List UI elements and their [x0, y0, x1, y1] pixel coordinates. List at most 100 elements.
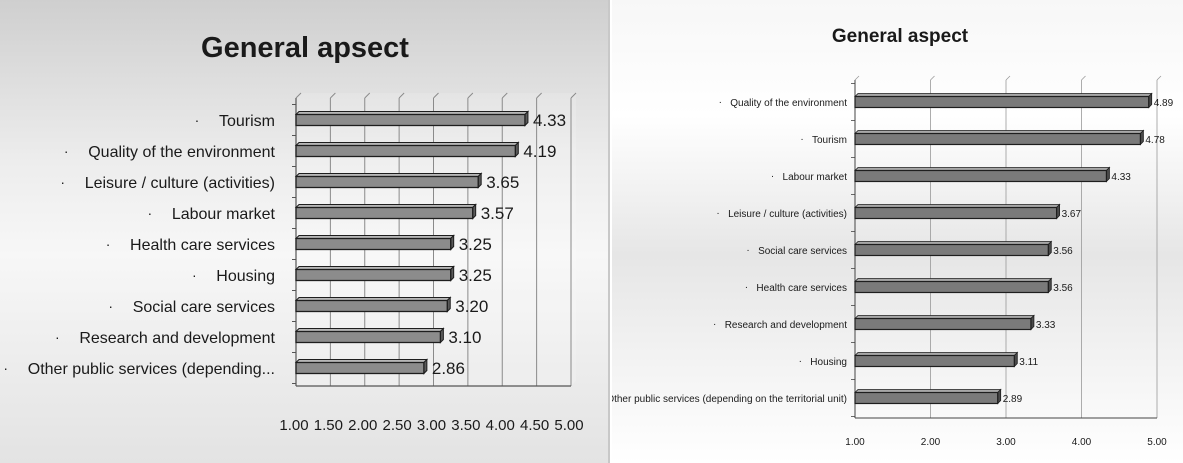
category-label: Leisure / culture (activities) [728, 209, 847, 220]
right-chart-panel: General aspect 1.00 2.00 3.00 4.00 5.00 4.89 Qu… [612, 0, 1183, 463]
x-tick-label: 5.00 [1147, 437, 1167, 448]
left-chart-panel: General apsect 1.00 1.50 2.00 2.50 3.00 3.50 4.… [0, 0, 610, 463]
bar [295, 299, 448, 313]
category-label: Social care services [758, 246, 847, 257]
value-label: 3.57 [481, 204, 514, 223]
x-tick-label: 3.00 [417, 417, 446, 434]
x-tick-label: 1.00 [845, 437, 865, 448]
gridline [433, 92, 439, 99]
bar [854, 391, 999, 405]
value-label: 4.78 [1145, 135, 1165, 146]
value-label: 3.33 [1036, 320, 1056, 331]
gridline [1081, 75, 1086, 81]
category-label: Social care services [133, 299, 275, 316]
x-tick-label: 4.00 [486, 417, 515, 434]
chart-title: General apsect [201, 32, 409, 64]
bullet-dot: · [716, 208, 719, 219]
bar [854, 317, 1032, 331]
value-label: 3.65 [486, 173, 519, 192]
x-tick-label: 4.00 [1072, 437, 1092, 448]
bar [295, 206, 474, 220]
value-label: 3.20 [455, 297, 488, 316]
category-label: Housing [216, 268, 275, 285]
category-label: Labour market [172, 206, 276, 223]
x-tick-label: 4.50 [520, 417, 549, 434]
category-label: Tourism [219, 113, 275, 130]
gridline [467, 92, 474, 99]
category-label: Research and development [79, 330, 275, 347]
x-tick-label: 1.50 [314, 417, 343, 434]
category-label: Housing [810, 357, 847, 368]
chart-title: General aspect [832, 26, 969, 47]
bullet-dot: · [195, 112, 200, 128]
gridline [930, 75, 935, 81]
x-tick-label: 2.00 [921, 437, 941, 448]
gridline [1156, 75, 1162, 81]
x-tick-label: 3.50 [451, 417, 480, 434]
bar [854, 169, 1108, 183]
category-label: Leisure / culture (activities) [85, 175, 275, 192]
gridline [398, 92, 405, 99]
bar [295, 175, 479, 189]
value-label: 3.11 [1019, 357, 1038, 368]
bar [854, 206, 1058, 220]
value-label: 4.19 [523, 142, 556, 161]
x-tick-label: 1.00 [279, 417, 308, 434]
bullet-dot: · [106, 236, 111, 252]
bullet-dot: · [771, 171, 774, 182]
gridline [536, 92, 542, 99]
bullet-dot: · [108, 298, 113, 314]
bullet-dot: · [3, 360, 8, 376]
gridline [570, 92, 577, 99]
bar [854, 95, 1150, 109]
bullet-dot: · [55, 329, 60, 345]
bar [295, 268, 452, 282]
bar [854, 280, 1049, 294]
value-label: 3.56 [1053, 246, 1073, 257]
x-tick-label: 3.00 [996, 437, 1016, 448]
value-label: 3.25 [459, 266, 492, 285]
value-label: 3.56 [1053, 283, 1073, 294]
category-label: Labour market [783, 172, 848, 183]
gridline [1005, 75, 1011, 81]
category-label: Tourism [812, 135, 847, 146]
gridline [364, 92, 371, 99]
bar [295, 361, 425, 375]
x-tick-label: 5.00 [554, 417, 583, 434]
bullet-dot: · [60, 174, 65, 190]
bullet-dot: · [745, 282, 748, 293]
gridline [501, 92, 508, 99]
bullet-dot: · [746, 245, 749, 256]
bullet-dot: · [147, 205, 152, 221]
gridline [295, 92, 302, 99]
right-bar-chart: General aspect 1.00 2.00 3.00 4.00 5.00 4.89 Qu… [612, 26, 1174, 448]
category-label: Research and development [725, 320, 848, 331]
category-label: Quality of the environment [88, 144, 275, 161]
bar [295, 144, 516, 158]
x-tick-label: 2.00 [348, 417, 377, 434]
x-tick-label: 2.50 [383, 417, 412, 434]
category-label: Other public services (depending... [28, 361, 275, 378]
category-label: Quality of the environment [730, 98, 847, 109]
value-label: 4.89 [1154, 98, 1174, 109]
value-label: 2.86 [432, 359, 465, 378]
value-label: 3.10 [448, 328, 481, 347]
gridline [330, 92, 336, 99]
bar [295, 330, 442, 344]
value-label: 2.89 [1003, 394, 1023, 405]
bullet-dot: · [713, 319, 716, 330]
bullet-dot: · [800, 134, 803, 145]
bullet-dot: · [719, 97, 722, 108]
value-label: 4.33 [1111, 172, 1131, 183]
bar [295, 237, 452, 251]
category-label: Health care services [130, 237, 275, 254]
bar [854, 132, 1141, 146]
bullet-dot: · [192, 267, 197, 283]
bullet-dot: · [799, 356, 802, 367]
bar [854, 243, 1049, 257]
category-label: Other public services (depending on the … [612, 394, 847, 405]
value-label: 3.25 [459, 235, 492, 254]
value-label: 4.33 [533, 111, 566, 130]
value-label: 3.67 [1062, 209, 1082, 220]
bar [854, 354, 1015, 368]
